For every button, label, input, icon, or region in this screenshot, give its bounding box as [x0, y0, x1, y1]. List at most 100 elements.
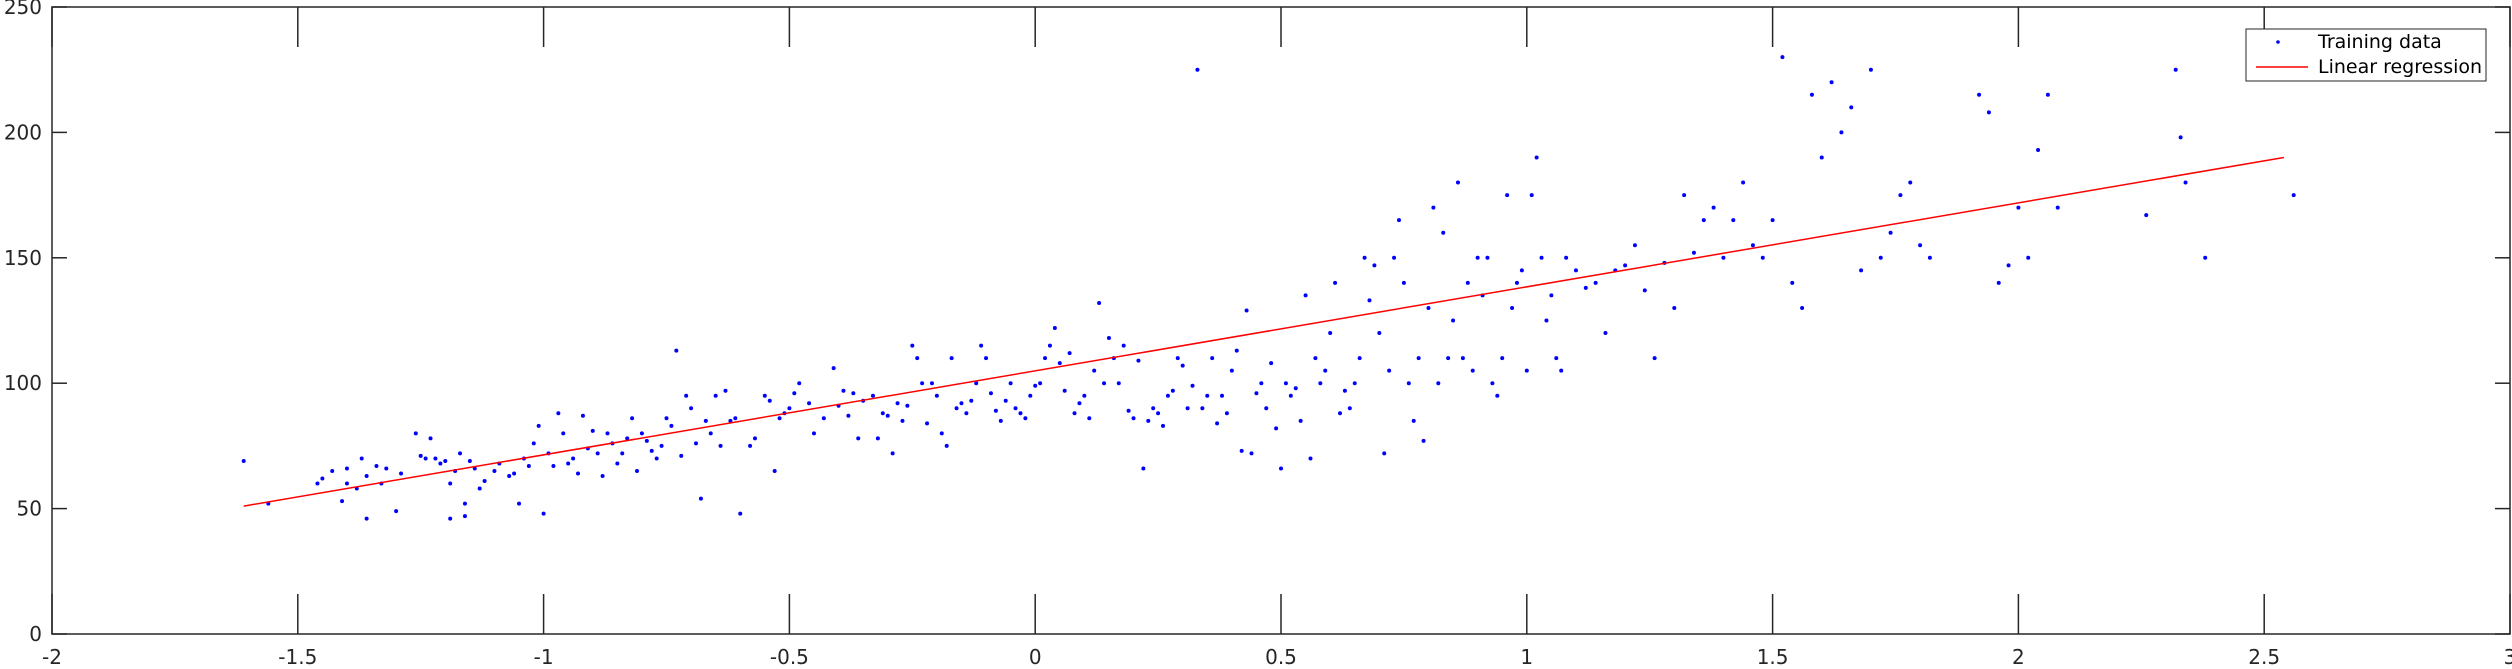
data-point: [1878, 255, 1883, 260]
data-point: [364, 473, 369, 478]
data-point: [1401, 280, 1406, 285]
y-tick-label: 0: [29, 622, 42, 646]
data-point: [1239, 448, 1244, 453]
data-point: [1510, 305, 1515, 310]
axis-tick-labels: -2 -1.5 -1 -0.5 0 0.5 1 1.5 2 2.5 3 0 50 100 150 200 250: [4, 0, 2512, 669]
data-point: [241, 458, 246, 463]
data-point: [1067, 351, 1072, 356]
data-point: [1367, 298, 1372, 303]
data-point: [1652, 356, 1657, 361]
data-point: [605, 431, 610, 436]
data-point: [340, 499, 345, 504]
data-point: [541, 511, 546, 516]
data-point: [1632, 243, 1637, 248]
data-point: [1062, 388, 1067, 393]
data-point: [1859, 268, 1864, 273]
data-point: [512, 471, 517, 476]
data-point: [394, 509, 399, 514]
data-point: [1087, 416, 1092, 421]
data-point: [1455, 180, 1460, 185]
data-point: [477, 486, 482, 491]
data-point: [399, 471, 404, 476]
data-point: [1672, 305, 1677, 310]
data-point: [703, 418, 708, 423]
x-tick-label: 2: [2012, 645, 2025, 669]
data-point: [1436, 381, 1441, 386]
data-point: [536, 423, 541, 428]
data-point: [1505, 193, 1510, 198]
data-point: [1047, 343, 1052, 348]
data-point: [526, 463, 531, 468]
data-point: [2203, 255, 2208, 260]
data-point: [1229, 368, 1234, 373]
data-point: [1161, 423, 1166, 428]
data-point: [1362, 255, 1367, 260]
data-point: [1583, 285, 1588, 290]
data-point: [1165, 393, 1170, 398]
data-point: [1156, 411, 1161, 416]
data-point: [1170, 388, 1175, 393]
data-point: [900, 418, 905, 423]
data-point: [1441, 230, 1446, 235]
data-point: [2183, 180, 2188, 185]
data-point: [2045, 92, 2050, 97]
data-point: [925, 421, 930, 426]
data-point: [733, 416, 738, 421]
data-point: [1839, 130, 1844, 135]
data-point: [1519, 268, 1524, 273]
data-point: [1283, 381, 1288, 386]
data-point: [1279, 466, 1283, 471]
data-point: [1298, 418, 1303, 423]
data-point: [1977, 92, 1982, 97]
x-tick-label: 2.5: [2248, 645, 2280, 669]
data-point: [1495, 393, 1500, 398]
data-point: [1460, 356, 1465, 361]
data-point: [1234, 348, 1239, 353]
data-point: [1116, 381, 1121, 386]
data-point: [344, 466, 349, 471]
x-tick-label: 0.5: [1265, 645, 1297, 669]
x-tick-label: -1.5: [278, 645, 317, 669]
data-point: [580, 413, 585, 418]
data-point: [723, 388, 728, 393]
x-tick-label: 1.5: [1757, 645, 1789, 669]
legend-box: [2245, 28, 2487, 82]
data-point: [2291, 193, 2296, 198]
x-tick-label: 0: [1029, 645, 1042, 669]
data-point: [2026, 255, 2031, 260]
data-point: [1342, 388, 1347, 393]
data-point: [1131, 416, 1136, 421]
data-point: [492, 468, 497, 473]
data-point: [1554, 356, 1559, 361]
data-point: [1057, 361, 1062, 366]
data-point: [1333, 280, 1338, 285]
data-point: [1564, 255, 1569, 260]
data-point: [462, 514, 467, 519]
data-point: [374, 463, 379, 468]
x-tick-label: -1: [534, 645, 554, 669]
data-point: [718, 443, 723, 448]
data-point: [1573, 268, 1578, 273]
legend-label-training-data: Training data: [2317, 31, 2442, 53]
data-point: [1205, 393, 1210, 398]
data-point: [1249, 451, 1254, 456]
data-point: [418, 453, 423, 458]
data-point: [1328, 331, 1333, 336]
data-point: [1898, 193, 1903, 198]
data-point: [1313, 356, 1318, 361]
data-point: [752, 436, 757, 441]
data-point: [1421, 438, 1426, 443]
data-point: [885, 413, 890, 418]
data-point: [684, 393, 689, 398]
data-point: [1200, 406, 1205, 411]
regression-line-group: [243, 156, 2284, 507]
data-point: [1293, 386, 1298, 391]
data-point: [797, 381, 802, 386]
data-point: [1126, 408, 1131, 413]
data-point: [1524, 368, 1529, 373]
data-point: [713, 393, 718, 398]
data-point: [1819, 155, 1824, 160]
data-point: [1514, 280, 1519, 285]
x-tick-label: -2: [42, 645, 62, 669]
